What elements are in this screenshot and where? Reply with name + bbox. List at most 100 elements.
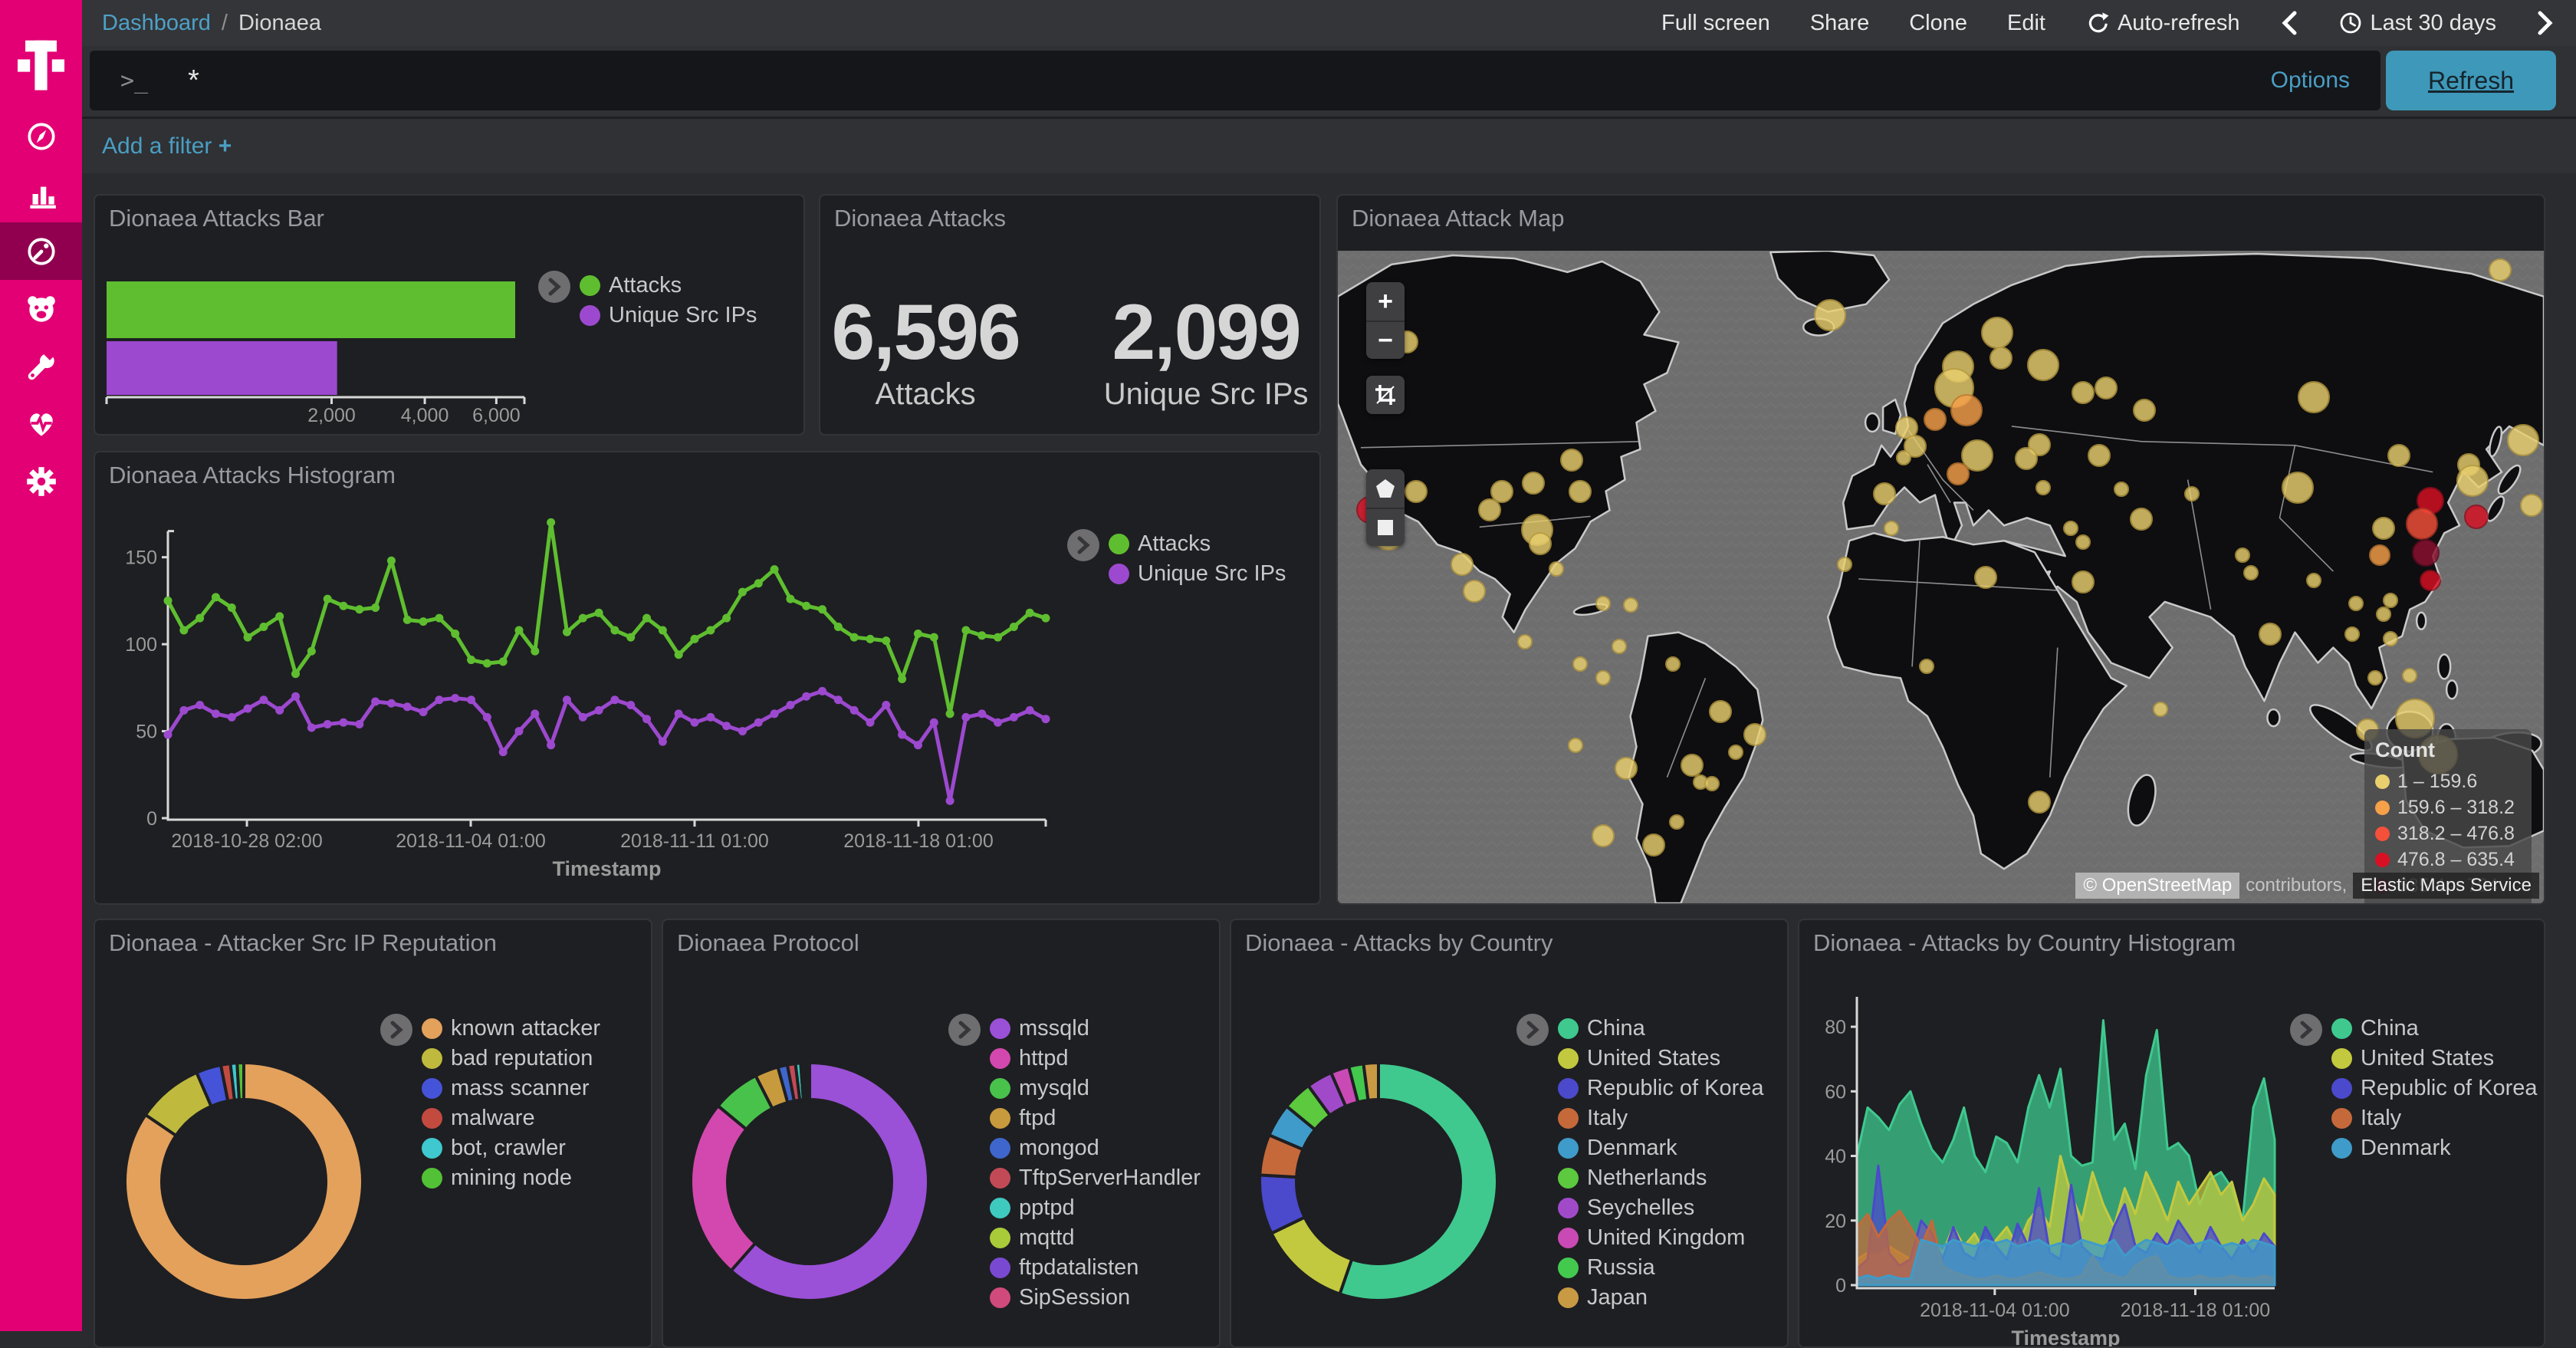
legend-item[interactable]: United Kingdom (1558, 1225, 1764, 1250)
attack-bubble[interactable] (2152, 702, 2168, 718)
legend-item[interactable]: Italy (1558, 1106, 1764, 1130)
attack-bubble[interactable] (2072, 380, 2095, 404)
attack-bubble[interactable] (2087, 444, 2111, 468)
time-forward-button[interactable] (2536, 10, 2555, 36)
attack-bubble[interactable] (1614, 756, 1638, 780)
attack-bubble[interactable] (2406, 507, 2439, 540)
legend-item[interactable]: United States (1558, 1046, 1764, 1070)
attack-bubble[interactable] (2129, 507, 2153, 531)
attack-bubble[interactable] (2348, 595, 2364, 611)
attack-bubble[interactable] (1884, 520, 1899, 536)
legend-item[interactable]: Netherlands (1558, 1166, 1764, 1190)
attack-bubble[interactable] (2063, 520, 2079, 536)
sidebar-item-visualize[interactable] (0, 165, 82, 222)
attack-bubble[interactable] (2411, 539, 2440, 567)
legend-item[interactable]: SipSession (990, 1285, 1201, 1310)
attack-bubble[interactable] (1569, 480, 1592, 504)
legend-item[interactable]: known attacker (422, 1016, 600, 1041)
zoom-out-button[interactable]: − (1366, 321, 1405, 359)
attack-bubble[interactable] (1836, 557, 1852, 573)
legend-item[interactable]: mssqld (990, 1016, 1201, 1041)
attack-bubble[interactable] (2375, 607, 2391, 622)
osm-attribution[interactable]: © OpenStreetMap (2075, 873, 2240, 899)
legend-item[interactable]: Seychelles (1558, 1195, 1764, 1220)
attack-bubble[interactable] (1973, 566, 1997, 590)
legend-item[interactable]: United States (2331, 1046, 2538, 1070)
legend-item[interactable]: Denmark (1558, 1136, 1764, 1160)
sidebar-item-bear-app[interactable] (0, 280, 82, 337)
attack-bubble[interactable] (1516, 633, 1533, 649)
attack-bubble[interactable] (2369, 544, 2391, 567)
attack-bubble[interactable] (2258, 623, 2282, 646)
attack-bubble[interactable] (1548, 561, 1564, 577)
zoom-in-button[interactable]: + (1378, 286, 1393, 316)
attack-bubble[interactable] (2095, 376, 2118, 399)
sidebar-item-monitoring[interactable] (0, 395, 82, 452)
attack-bubble[interactable] (2114, 481, 2130, 497)
crop-extent-button[interactable] (1366, 376, 1405, 414)
attack-bubble[interactable] (1990, 347, 2013, 370)
legend-toggle-icon[interactable] (538, 271, 570, 303)
legend-toggle-icon[interactable] (1067, 529, 1099, 561)
attack-bubble[interactable] (1665, 656, 1681, 672)
legend-item[interactable]: mining node (422, 1166, 600, 1190)
auto-refresh-button[interactable]: Auto-refresh (2085, 11, 2240, 36)
full-screen-button[interactable]: Full screen (1661, 10, 1770, 35)
attack-bubble[interactable] (1728, 745, 1744, 761)
query-options-link[interactable]: Options (2270, 67, 2350, 93)
attack-bubble[interactable] (2456, 464, 2489, 497)
attack-bubble[interactable] (1669, 814, 1684, 830)
legend-item[interactable]: Attacks (1109, 531, 1286, 556)
attack-bubble[interactable] (2463, 505, 2489, 530)
attack-bubble[interactable] (2242, 565, 2259, 581)
legend-item[interactable]: China (1558, 1016, 1764, 1041)
attack-bubble[interactable] (1960, 439, 1993, 472)
legend-item[interactable]: malware (422, 1106, 600, 1130)
polygon-select-button[interactable] (1366, 469, 1405, 508)
attacks-bar-chart[interactable]: 2,000 4,000 6,000 (95, 196, 803, 434)
legend-item[interactable]: China (2331, 1016, 2538, 1041)
legend-toggle-icon[interactable] (380, 1014, 412, 1046)
attack-bubble[interactable] (2507, 423, 2540, 456)
attack-bubble[interactable] (1572, 656, 1589, 672)
country-histogram-chart[interactable]: 0 20 40 60 80 2018-11-04 01:00 2018-11-18 01:0… (1799, 920, 2544, 1346)
attack-bubble[interactable] (1595, 595, 1612, 611)
attack-bubble[interactable] (1462, 580, 1486, 603)
country-donut-chart[interactable] (1231, 920, 1787, 1346)
rectangle-select-button[interactable] (1366, 508, 1405, 546)
attack-bubble[interactable] (2489, 258, 2512, 281)
reputation-donut-chart[interactable] (95, 920, 651, 1346)
legend-item[interactable]: Italy (2331, 1106, 2538, 1130)
search-input[interactable]: >_ * Options (90, 51, 2380, 110)
attacks-histogram-chart[interactable]: 0 50 100 150 2018-10-28 02:00 2018-11-04 01:0… (95, 452, 1319, 903)
attack-bubble[interactable] (1950, 393, 1983, 426)
attack-bubble[interactable] (1529, 532, 1552, 556)
sidebar-item-discover[interactable] (0, 107, 82, 165)
time-back-button[interactable] (2280, 10, 2298, 36)
attack-bubble[interactable] (2367, 669, 2383, 686)
legend-item[interactable]: mongod (990, 1136, 1201, 1160)
attack-bubble[interactable] (2133, 398, 2157, 422)
legend-item[interactable]: pptpd (990, 1195, 1201, 1220)
attack-bubble[interactable] (2036, 479, 2052, 495)
attack-bubble[interactable] (1946, 462, 1970, 486)
attack-bubble[interactable] (2028, 791, 2052, 814)
share-button[interactable]: Share (1809, 10, 1870, 35)
attack-bubble[interactable] (1611, 638, 1627, 654)
attack-bubble[interactable] (2234, 547, 2250, 564)
attack-bubble[interactable] (2183, 486, 2200, 502)
attack-bubble[interactable] (1521, 471, 1545, 495)
attack-bubble[interactable] (1981, 317, 2014, 350)
attack-bubble[interactable] (2383, 593, 2399, 609)
attack-bubble[interactable] (1592, 824, 1615, 848)
attack-bubble[interactable] (2520, 493, 2544, 517)
attack-bubble[interactable] (2297, 380, 2330, 413)
attack-bubble[interactable] (1642, 833, 1666, 857)
attack-bubble[interactable] (2282, 471, 2315, 504)
attack-bubble[interactable] (2371, 516, 2395, 540)
legend-toggle-icon[interactable] (948, 1014, 981, 1046)
legend-item[interactable]: mysqld (990, 1076, 1201, 1100)
attack-bubble[interactable] (2387, 444, 2411, 468)
legend-toggle-icon[interactable] (1516, 1014, 1549, 1046)
sidebar-item-dev-tools[interactable] (0, 337, 82, 395)
